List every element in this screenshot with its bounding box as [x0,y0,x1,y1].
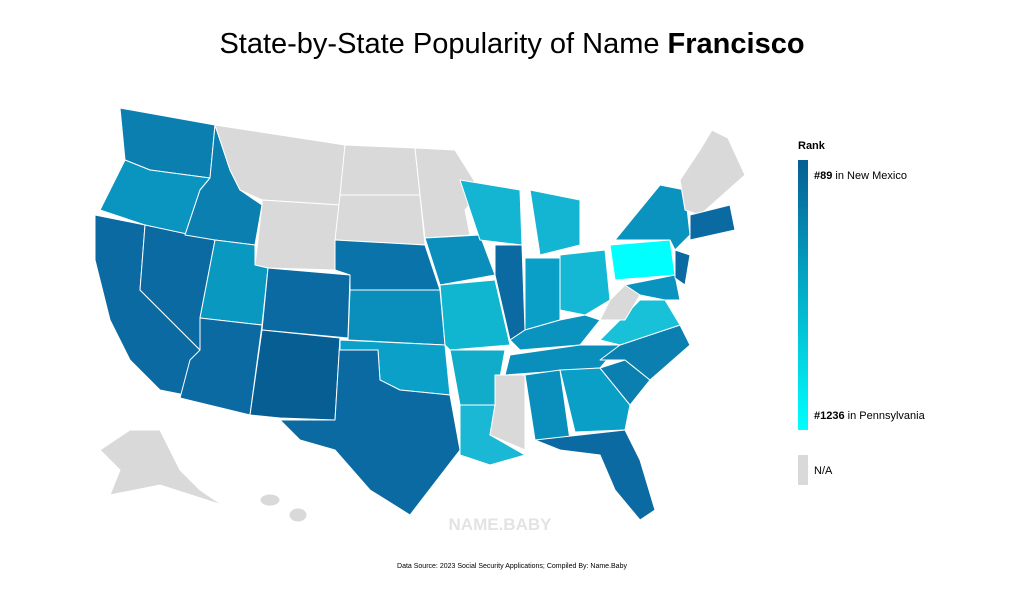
state [559,249,611,316]
state [529,189,581,256]
source: Data Source: 2023 Social Security Applic… [397,563,627,570]
state [279,337,461,516]
legend-top-rank: #89 [814,170,832,182]
state [459,179,523,246]
state [259,493,281,507]
state [614,184,691,251]
state [339,144,421,196]
state [609,239,676,281]
state [334,194,426,246]
legend-top-place: in New Mexico [835,170,907,182]
state [534,429,656,521]
state [99,429,223,506]
legend-bottom-place: in Pennsylvania [848,410,926,422]
legend-title: Rank [798,140,826,152]
state [489,374,526,451]
state [524,257,561,331]
state [414,147,481,239]
state [674,249,691,286]
state [689,204,736,241]
state [679,129,746,216]
state [249,329,341,421]
state [439,279,511,351]
title-prefix: State-by-State Popularity of Name [219,28,660,60]
state [254,199,341,271]
legend-na-swatch [798,455,808,485]
title-name: Francisco [667,28,805,60]
state [261,267,351,339]
chart-title: State-by-State Popularity of Name Franci… [0,28,1024,61]
state [624,274,681,301]
state [347,289,446,346]
legend-gradient [798,160,808,430]
state [334,239,441,291]
watermark: NAME.BABY [449,515,553,534]
legend-bottom: #1236 in Pennsylvania [814,410,926,422]
state [509,314,601,351]
states [94,107,746,523]
state [288,507,308,523]
legend-bottom-rank: #1236 [814,410,845,422]
legend-na: N/A [814,465,833,477]
legend-top: #89 in New Mexico [814,170,907,182]
